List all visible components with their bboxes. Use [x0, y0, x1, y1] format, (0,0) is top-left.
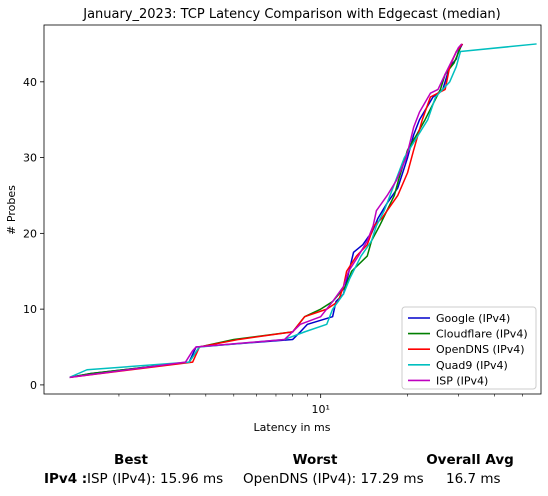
chart-title: January_2023: TCP Latency Comparison wit…	[82, 7, 501, 22]
legend: Google (IPv4) Cloudflare (IPv4) OpenDNS (I…	[401, 306, 537, 390]
legend-label: OpenDNS (IPv4)	[436, 343, 525, 356]
ipv4-row-label: IPv4 :	[44, 471, 88, 487]
y-tick-label: 20	[23, 227, 37, 240]
overall-avg-header: Overall Avg	[426, 452, 514, 468]
overall-avg-value: 16.7 ms	[446, 471, 501, 487]
legend-frame	[401, 306, 537, 390]
x-tick-label: 10¹	[311, 403, 329, 416]
best-value: ISP (IPv4): 15.96 ms	[87, 471, 224, 487]
x-axis-label: Latency in ms	[254, 421, 331, 434]
worst-header: Worst	[292, 452, 338, 468]
y-tick-label: 40	[23, 76, 37, 89]
x-axis: 10¹	[118, 394, 523, 416]
legend-label: ISP (IPv4)	[436, 374, 488, 387]
series-line-isp-ipv4	[69, 43, 463, 379]
best-header: Best	[114, 452, 148, 468]
legend-label: Cloudflare (IPv4)	[436, 328, 528, 341]
legend-label: Google (IPv4)	[436, 312, 510, 325]
legend-label: Quad9 (IPv4)	[436, 359, 508, 372]
plot-area	[69, 43, 537, 379]
series-line-opendns-ipv4	[69, 43, 464, 379]
y-tick-label: 10	[23, 303, 37, 316]
y-tick-label: 0	[30, 379, 37, 392]
y-axis-label: # Probes	[5, 185, 18, 235]
worst-value: OpenDNS (IPv4): 17.29 ms	[243, 471, 424, 487]
y-tick-label: 30	[23, 152, 37, 165]
latency-chart: January_2023: TCP Latency Comparison wit…	[5, 7, 542, 434]
y-axis: 0 10 20 30 40	[23, 76, 44, 392]
